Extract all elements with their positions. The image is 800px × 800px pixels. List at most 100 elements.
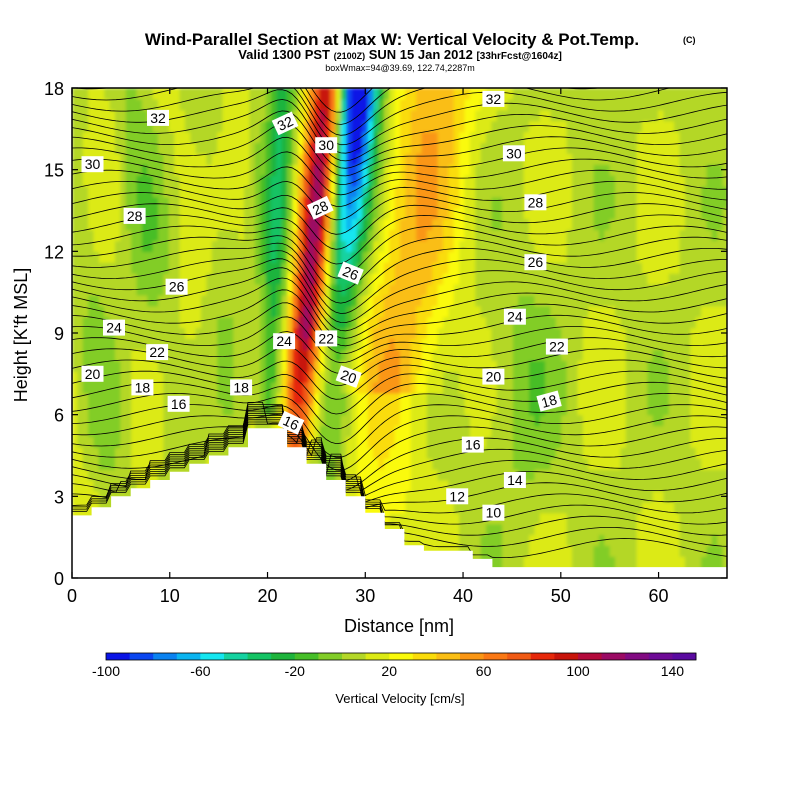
colorbar-swatch — [342, 653, 366, 660]
y-axis-label: Height [K'ft MSL] — [11, 268, 31, 403]
isentrope-line — [72, 370, 727, 415]
isentrope-line — [72, 316, 727, 364]
colorbar-swatch — [436, 653, 461, 660]
colorbar-swatch — [625, 653, 650, 660]
isentrope-label: 26 — [337, 261, 364, 285]
isentrope-label: 22 — [146, 344, 169, 361]
chart-subtitle: Valid 1300 PST (2100Z) SUN 15 Jan 2012 [… — [238, 47, 562, 62]
isentrope-label-text: 18 — [233, 379, 249, 395]
colorbar-swatch — [200, 653, 225, 660]
isentrope-line — [72, 136, 727, 186]
isentrope-label-text: 20 — [85, 366, 101, 382]
isentrope-label: 10 — [482, 504, 505, 521]
isentrope-label-text: 26 — [169, 279, 185, 295]
isentrope-label-text: 26 — [528, 254, 544, 270]
x-axis-label: Distance [nm] — [344, 616, 454, 636]
isentrope-line — [72, 302, 727, 355]
isentrope-label-text: 12 — [449, 488, 465, 504]
colorbar-swatch — [294, 653, 319, 660]
isentrope-label: 16 — [167, 395, 190, 412]
colorbar-swatch — [153, 653, 178, 660]
isentrope-line — [72, 151, 727, 196]
colorbar-tick-label: -20 — [285, 663, 305, 679]
colorbar-tick-label: 100 — [566, 663, 590, 679]
isentrope-label: 30 — [315, 137, 338, 154]
subtitle-utc: (2100Z) — [334, 51, 366, 61]
isentrope-label-text: 28 — [310, 197, 331, 218]
isentrope-line — [72, 242, 727, 304]
isentrope-line — [72, 88, 672, 136]
colorbar-swatch — [648, 653, 673, 660]
colorbar: -100 -60 -20 20 60 100 140 — [92, 652, 697, 679]
isentrope-label-text: 10 — [486, 505, 502, 521]
isentrope-line — [72, 277, 727, 339]
y-tick-label: 15 — [44, 161, 64, 181]
isentrope-label: 18 — [131, 379, 154, 396]
potential-temperature-contours — [72, 88, 727, 559]
isentrope-label-text: 30 — [85, 156, 101, 172]
isentrope-label-text: 32 — [486, 91, 502, 107]
isentrope-label-text: 16 — [281, 412, 302, 433]
colorbar-swatch — [365, 653, 390, 660]
isentrope-line — [72, 408, 727, 497]
isentrope-line — [72, 225, 727, 279]
colorbar-swatch — [106, 653, 130, 660]
isentrope-label-text: 28 — [528, 194, 544, 210]
chart-title: Wind-Parallel Section at Max W: Vertical… — [145, 30, 639, 49]
y-tick-label: 12 — [44, 242, 64, 262]
isentrope-label: 22 — [315, 330, 338, 347]
isentrope-label: 32 — [271, 111, 299, 136]
isentrope-line — [72, 410, 727, 503]
isentrope-label-text: 22 — [549, 339, 565, 355]
isentrope-label: 28 — [123, 207, 146, 224]
x-tick-label: 60 — [649, 586, 669, 606]
isentrope-label-text: 30 — [318, 137, 334, 153]
isentrope-label-text: 30 — [506, 145, 522, 161]
x-tick-label: 0 — [67, 586, 77, 606]
isentrope-label-text: 32 — [275, 113, 296, 134]
colorbar-tick-label: 20 — [381, 663, 397, 679]
isentrope-label-text: 24 — [507, 309, 523, 325]
isentrope-line — [72, 419, 727, 536]
isentrope-label-text: 24 — [276, 333, 292, 349]
colorbar-swatch — [483, 653, 508, 660]
y-tick-label: 9 — [54, 324, 64, 344]
chart-title-mark: (C) — [683, 35, 696, 45]
isentrope-line — [72, 214, 727, 265]
isentrope-label-text: 16 — [171, 396, 187, 412]
isentrope-line — [72, 192, 727, 235]
colorbar-swatch — [530, 653, 555, 660]
y-tick-label: 18 — [44, 79, 64, 99]
isentrope-line — [72, 406, 727, 492]
x-tick-label: 20 — [258, 586, 278, 606]
isentrope-line — [72, 359, 727, 400]
isentrope-label: 16 — [461, 436, 484, 453]
colorbar-tick-label: 60 — [476, 663, 492, 679]
isentrope-label: 24 — [103, 319, 125, 336]
colorbar-swatch — [554, 653, 579, 660]
x-tick-label: 40 — [453, 586, 473, 606]
isentrope-line — [72, 123, 727, 177]
isentrope-label-text: 20 — [339, 366, 359, 386]
isentrope-label-text: 18 — [540, 391, 559, 411]
isentrope-line — [72, 415, 727, 514]
isentrope-label-text: 20 — [486, 369, 502, 385]
isentrope-label: 20 — [482, 368, 505, 385]
isentrope-label: 12 — [446, 488, 469, 505]
isentrope-label-text: 24 — [106, 320, 122, 336]
isentrope-line — [72, 250, 727, 314]
isentrope-label-text: 18 — [135, 379, 151, 395]
isentrope-label-text: 14 — [507, 472, 523, 488]
terrain-mask — [72, 428, 727, 578]
isentrope-line — [72, 267, 727, 332]
isentrope-label: 32 — [147, 109, 169, 126]
y-tick-label: 3 — [54, 487, 64, 507]
isentrope-label: 28 — [306, 195, 334, 220]
isentrope-label-text: 22 — [149, 344, 165, 360]
colorbar-swatch — [507, 653, 532, 660]
colorbar-swatch — [271, 653, 296, 660]
colorbar-swatch — [318, 653, 343, 660]
isentrope-line — [72, 346, 727, 386]
colorbar-tick-label: -60 — [190, 663, 210, 679]
